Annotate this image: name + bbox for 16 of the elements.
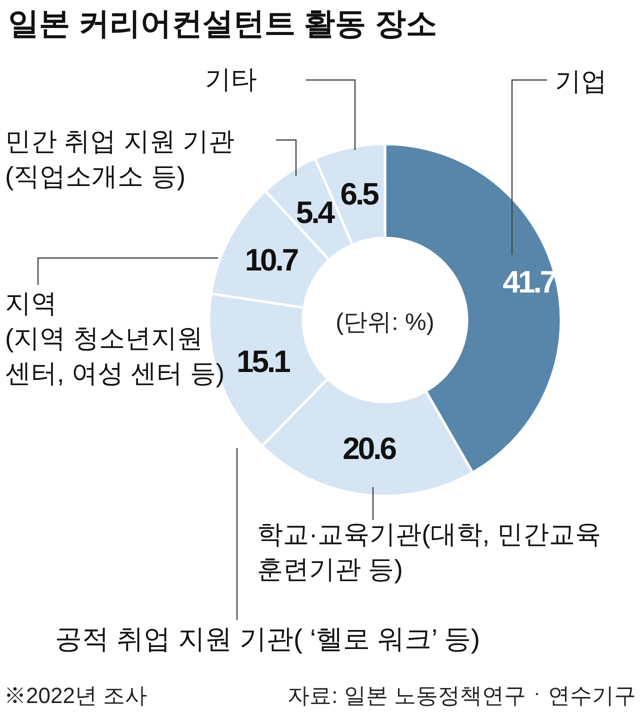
text: ※2022년 조사	[4, 683, 148, 708]
data-label: 10.7	[244, 242, 298, 278]
slice-label: 학교·교육기관(대학, 민간교육 훈련기관 등)	[257, 519, 601, 584]
slice-label: 기타	[205, 64, 257, 94]
text: 자료: 일본 노동정책연구ㆍ연수기구	[288, 683, 636, 708]
data-label: 5.4	[296, 194, 336, 230]
slice-label: 공적 취업 지원 기관( ‘헬로 워크’ 등)	[55, 624, 480, 654]
slice-label: 민간 취업 지원 기관 (직업소개소 등)	[5, 126, 235, 191]
data-label: 41.7	[502, 264, 556, 300]
text: (단위: %)	[336, 309, 434, 336]
data-label: 20.6	[342, 430, 397, 466]
slice-label: 기업	[555, 66, 607, 96]
data-label: 15.1	[236, 344, 291, 380]
data-label: 6.5	[340, 176, 380, 212]
slice-label: 지역 (지역 청소년지원 센터, 여성 센터 등)	[5, 288, 225, 388]
chart-title: 일본 커리어컨설턴트 활동 장소	[8, 6, 437, 41]
